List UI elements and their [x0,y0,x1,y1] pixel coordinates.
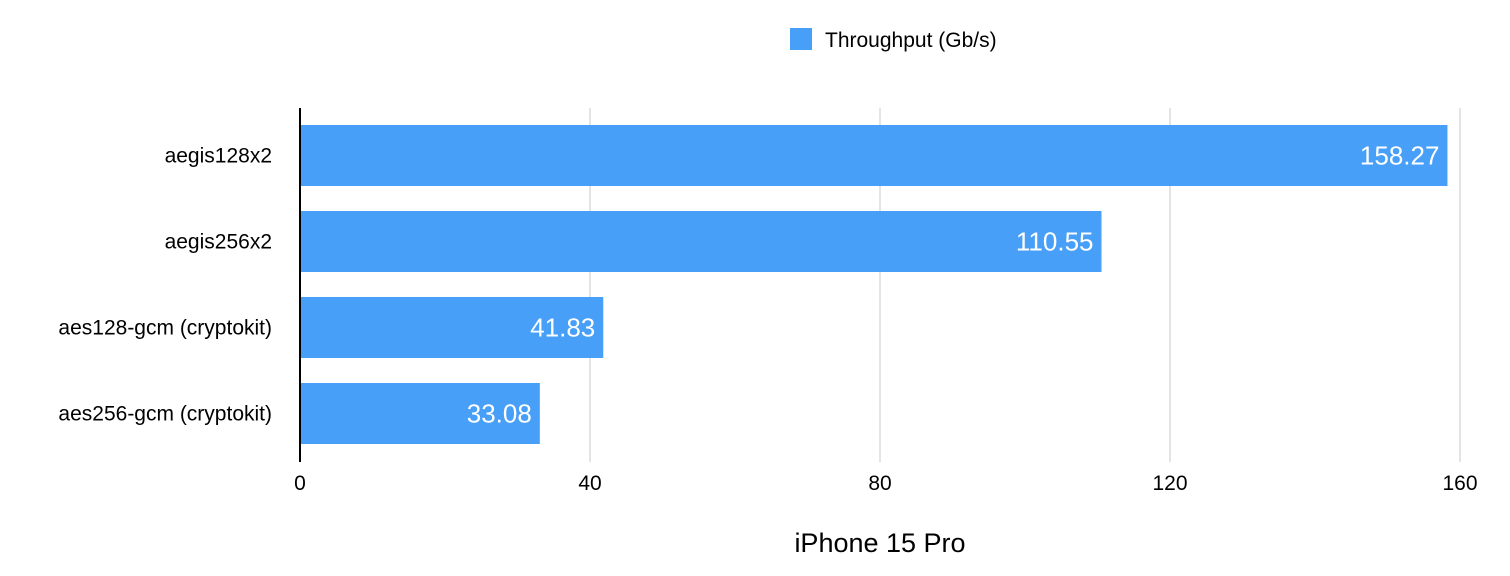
bar-aes128-gcm-cryptokit- [300,297,604,358]
data-label: 158.27 [1360,141,1440,171]
legend: Throughput (Gb/s) [790,28,997,52]
category-label: aes128-gcm (cryptokit) [58,317,272,340]
bar-aes256-gcm-cryptokit- [300,383,540,444]
x-axis-title: iPhone 15 Pro [794,528,965,558]
category-label: aegis256x2 [165,231,272,254]
category-label: aes256-gcm (cryptokit) [58,403,272,426]
bar-aegis256x2 [300,211,1102,272]
legend-label: Throughput (Gb/s) [825,29,997,52]
x-tick-label-40: 40 [578,472,601,495]
category-label: aegis128x2 [165,145,272,168]
data-label: 110.55 [1016,227,1094,257]
x-tick-label-0: 0 [294,472,306,495]
data-label: 41.83 [530,313,595,343]
x-tick-label-120: 120 [1152,472,1187,495]
legend-swatch [790,28,812,50]
data-label: 33.08 [467,399,532,429]
x-tick-label-80: 80 [868,472,891,495]
labels: 0 40 80 120 160 aegis128x2 158.27 aegis256x2 110… [58,141,1477,496]
x-tick-label-160: 160 [1442,472,1477,495]
bar-aegis128x2 [300,125,1448,186]
bars [300,125,1448,444]
